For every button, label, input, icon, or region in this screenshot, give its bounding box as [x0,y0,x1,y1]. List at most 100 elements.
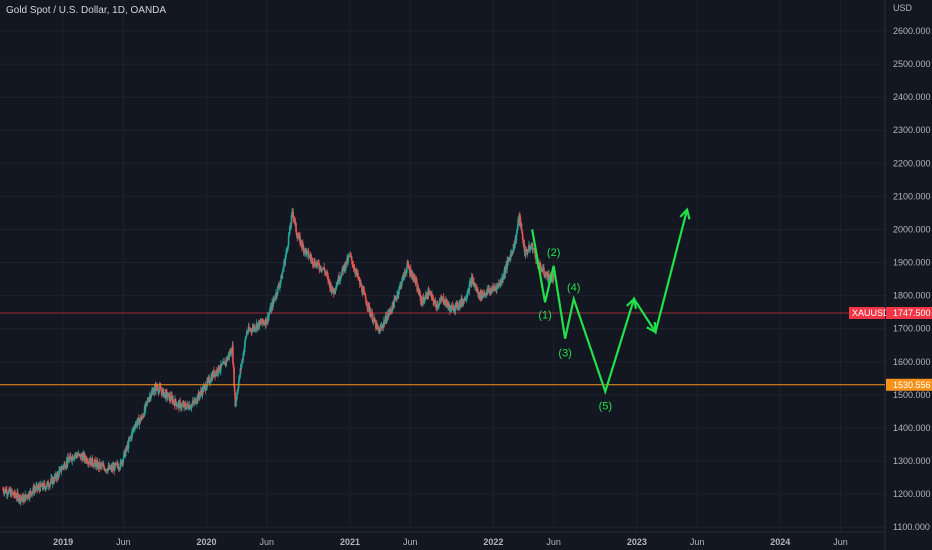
candle-body [327,276,329,282]
candle-body [419,291,421,295]
candle-body [328,279,331,283]
candle-body [245,336,247,338]
candle-body [516,230,518,234]
candle-body [26,496,28,498]
candle-body [488,288,490,292]
candle-body [524,249,527,256]
candle-body [307,251,310,258]
candle-body [502,275,505,278]
candle-body [450,305,453,311]
candle-body [7,490,10,495]
candle-body [7,494,9,495]
candle-body [302,243,304,246]
candle-body [548,274,550,279]
candle-body [243,352,245,354]
candle-body [295,231,298,236]
candle-body [541,268,544,271]
candle-body [364,294,367,299]
price-line-value: 1747.500 [893,308,931,318]
candle-body [267,315,270,321]
candle-body [234,392,237,407]
candle-body [440,298,443,300]
candle-body [351,260,354,265]
candle-body [312,264,315,266]
candle-body [335,284,338,287]
candle-body [70,457,72,460]
candle-body [321,268,324,271]
candle-body [282,267,285,271]
candle-body [200,390,203,393]
candle-body [235,398,238,402]
candle-body [179,401,181,403]
candle-body [171,395,173,398]
candle-body [218,371,221,372]
candle-body [151,391,153,393]
candle-body [80,454,83,457]
candle-body [423,300,426,302]
candle-body [260,322,262,324]
candle-body [31,492,33,495]
candle-body [543,273,546,276]
candle-body [46,482,48,487]
candle-body [132,429,134,431]
candle-body [119,467,121,469]
candle-body [295,223,297,232]
candle-body [131,430,134,432]
candle-body [344,267,347,271]
candle-body [299,235,301,244]
candle-body [72,458,75,460]
candle-body [113,463,116,471]
candle-body [209,381,212,383]
y-tick-label: 1100.000 [893,522,930,532]
candle-body [448,303,451,308]
candle-body [385,320,388,323]
candle-body [28,497,31,499]
candle-body [384,320,386,324]
candle-body [350,256,353,261]
candle-body [437,305,440,307]
candle-body [485,291,488,296]
candle-body [314,261,316,266]
candle-body [216,369,219,374]
candle-body [454,304,457,311]
candle-body [39,483,41,492]
candle-body [261,318,264,323]
candle-body [517,219,519,227]
candle-body [169,395,172,400]
candle-body [128,438,131,441]
y-tick-label: 1800.000 [893,291,931,301]
candle-body [230,353,233,355]
candle-body [534,252,537,258]
candle-body [75,453,78,456]
candle-body [412,273,414,280]
candle-body [29,491,31,498]
candle-body [33,489,36,493]
candle-body [307,250,309,252]
wave-arrow-head [626,296,638,309]
candle-body [35,486,37,490]
candle-body [318,263,320,268]
candle-body [382,324,385,328]
candle-body [339,277,342,281]
candle-body [233,386,236,393]
candle-body [174,398,177,403]
candle-body [365,298,367,304]
candle-body [419,294,422,302]
candle-body [525,249,528,252]
y-tick-label: 1700.000 [893,324,931,334]
y-tick-label: 1600.000 [893,357,931,367]
candle-body [396,295,398,299]
candle-body [281,272,284,279]
candle-body [204,385,207,391]
candle-body [193,400,196,403]
candle-body [173,400,175,403]
candle-body [158,386,161,390]
y-tick-label: 1300.000 [893,456,931,466]
candle-body [103,467,106,471]
candle-body [192,401,195,403]
x-tick-label: 2023 [627,537,647,547]
candle-body [308,257,311,258]
candle-body [287,236,290,246]
